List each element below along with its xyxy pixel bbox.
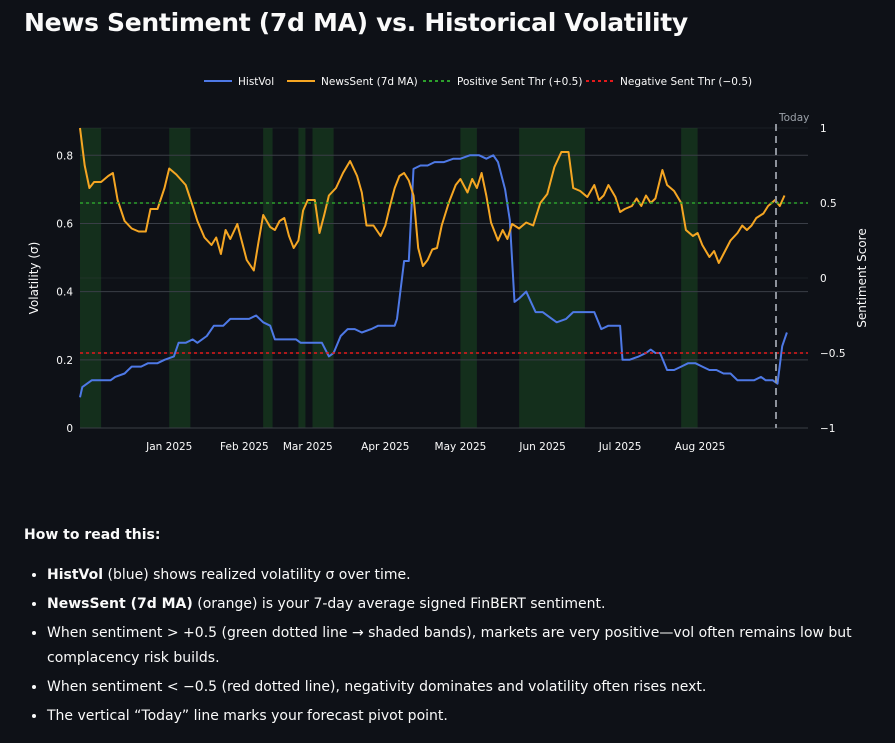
axes-layer: 0 0.2 0.4 0.6 0.8 −1 −0.5 0 0.5 1 Jan 2025 Feb 2025…	[27, 112, 869, 453]
explanation-item: When sentiment < −0.5 (red dotted line),…	[47, 675, 874, 700]
explanation-heading: How to read this:	[24, 527, 161, 543]
today-label: Today	[778, 112, 809, 124]
page-title: News Sentiment (7d MA) vs. Historical Vo…	[24, 8, 688, 37]
y-right-tick-label: −1	[820, 423, 835, 435]
y-left-tick-label: 0.6	[56, 218, 73, 230]
y-right-tick-label: 1	[820, 123, 827, 135]
x-tick-label: Mar 2025	[283, 441, 333, 453]
y-left-tick-label: 0.2	[56, 355, 73, 367]
y-left-tick-label: 0.8	[56, 150, 73, 162]
explanation-list: HistVol (blue) shows realized volatility…	[24, 563, 874, 729]
explanation-item: HistVol (blue) shows realized volatility…	[47, 563, 874, 588]
legend: HistVol NewsSent (7d MA) Positive Sent Thr…	[204, 76, 752, 88]
explanation-item: The vertical “Today” line marks your for…	[47, 704, 874, 729]
y-right-tick-label: −0.5	[820, 348, 846, 360]
legend-label: Negative Sent Thr (−0.5)	[620, 76, 752, 88]
item-bold: HistVol	[47, 567, 104, 583]
y-right-axis-title: Sentiment Score	[855, 228, 869, 327]
x-tick-label: Aug 2025	[675, 441, 726, 453]
explanation-item: When sentiment > +0.5 (green dotted line…	[47, 621, 874, 671]
legend-label: HistVol	[238, 76, 274, 88]
item-text: When sentiment > +0.5 (green dotted line…	[47, 625, 852, 666]
x-tick-label: Jun 2025	[518, 441, 565, 453]
series-layer	[79, 124, 808, 428]
histvol-line	[79, 154, 788, 398]
item-bold: NewsSent (7d MA)	[47, 596, 193, 612]
y-left-tick-label: 0	[66, 423, 73, 435]
item-text: (orange) is your 7-day average signed Fi…	[192, 596, 606, 612]
newssent-line	[79, 127, 786, 272]
explanation-item: NewsSent (7d MA) (orange) is your 7-day …	[47, 592, 874, 617]
y-right-tick-label: 0.5	[820, 198, 837, 210]
item-text: The vertical “Today” line marks your for…	[47, 708, 448, 724]
legend-label: NewsSent (7d MA)	[321, 76, 418, 88]
chart-area[interactable]: 0 0.2 0.4 0.6 0.8 −1 −0.5 0 0.5 1 Jan 2025 Feb 2025…	[0, 62, 895, 462]
x-tick-label: Apr 2025	[361, 441, 409, 453]
x-tick-label: May 2025	[435, 441, 487, 453]
legend-label: Positive Sent Thr (+0.5)	[457, 76, 582, 88]
item-text: When sentiment < −0.5 (red dotted line),…	[47, 679, 707, 695]
explanation-section: How to read this: HistVol (blue) shows r…	[24, 527, 874, 733]
x-tick-label: Jan 2025	[145, 441, 192, 453]
x-tick-label: Jul 2025	[598, 441, 642, 453]
y-left-tick-label: 0.4	[56, 287, 73, 299]
y-left-axis-title: Volatility (σ)	[27, 242, 41, 315]
item-text: (blue) shows realized volatility σ over …	[103, 567, 411, 583]
x-tick-label: Feb 2025	[220, 441, 269, 453]
y-right-tick-label: 0	[820, 273, 827, 285]
